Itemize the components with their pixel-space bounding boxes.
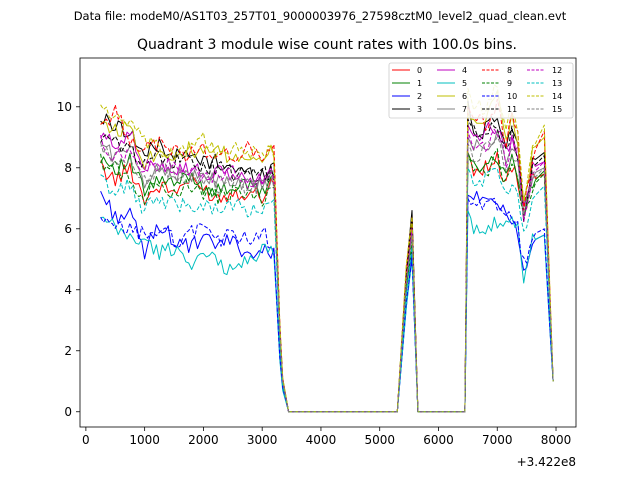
y-tick-label: 0 xyxy=(64,405,72,419)
legend-label-11: 11 xyxy=(507,105,517,114)
x-tick-label: 3000 xyxy=(247,433,278,447)
y-tick-label: 6 xyxy=(64,222,72,236)
legend-label-8: 8 xyxy=(507,66,512,75)
legend-label-10: 10 xyxy=(507,92,517,101)
y-tick-label: 8 xyxy=(64,161,72,175)
x-tick-label: 7000 xyxy=(482,433,513,447)
series-line-15 xyxy=(100,136,554,413)
x-tick-label: 8000 xyxy=(541,433,572,447)
legend-label-9: 9 xyxy=(507,79,512,88)
legend-box xyxy=(388,62,574,119)
x-tick-label: 2000 xyxy=(188,433,219,447)
legend-label-6: 6 xyxy=(462,92,467,101)
x-tick-label: 6000 xyxy=(423,433,454,447)
axes-frame xyxy=(79,57,577,428)
legend-label-0: 0 xyxy=(417,66,422,75)
x-tick-label: 5000 xyxy=(364,433,395,447)
legend-label-2: 2 xyxy=(417,92,422,101)
legend-label-13: 13 xyxy=(552,79,562,88)
legend-label-5: 5 xyxy=(462,79,467,88)
y-tick-label: 2 xyxy=(64,344,72,358)
y-tick-label: 4 xyxy=(64,283,72,297)
series-line-13 xyxy=(100,167,554,413)
series-line-10 xyxy=(100,197,554,413)
legend-label-7: 7 xyxy=(462,105,467,114)
legend-label-14: 14 xyxy=(552,92,562,101)
x-tick-label: 4000 xyxy=(306,433,337,447)
x-offset-label: +3.422e8 xyxy=(517,455,576,469)
series-line-5 xyxy=(100,210,554,413)
x-tick-label: 1000 xyxy=(129,433,160,447)
legend-label-3: 3 xyxy=(417,105,422,114)
axis-ticks: 0 1000 2000 3000 4000 5000 6000 7000 8000 0 2 4 6 8 10 xyxy=(57,100,572,447)
legend-label-4: 4 xyxy=(462,66,467,75)
legend-label-1: 1 xyxy=(417,79,422,88)
figure-suptitle: Data file: modeM0/AS1T03_257T01_90000039… xyxy=(74,9,567,23)
chart-title: Quadrant 3 module wise count rates with … xyxy=(137,37,517,53)
x-tick-label: 0 xyxy=(82,433,90,447)
legend-label-12: 12 xyxy=(552,66,562,75)
y-tick-label: 10 xyxy=(57,100,72,114)
legend-label-15: 15 xyxy=(552,105,562,114)
